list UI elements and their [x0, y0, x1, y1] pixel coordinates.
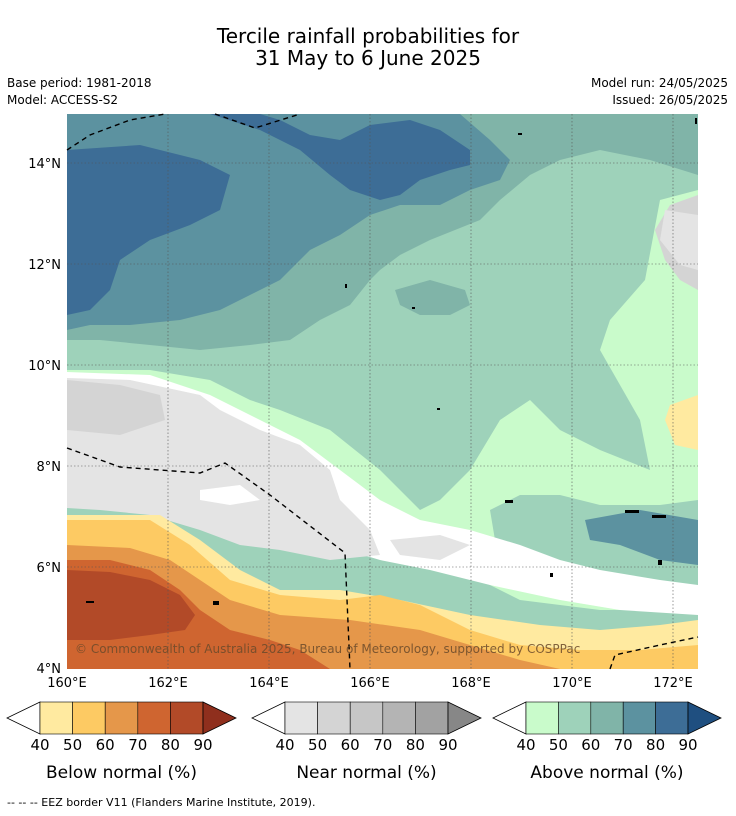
lat-label: 8°N — [37, 460, 62, 475]
colorbar-max-arrow — [202, 701, 237, 735]
colorbar-tick-label: 70 — [128, 736, 147, 754]
colorbar-swatch — [317, 701, 351, 735]
colorbar-tick-label: 40 — [30, 736, 49, 754]
colorbar-swatch — [590, 701, 624, 735]
lon-label: 160°E — [47, 676, 87, 691]
colorbar-min-arrow — [492, 701, 527, 735]
colorbar-tick-label: 80 — [646, 736, 665, 754]
longitude-labels: 160°E 162°E 164°E 166°E 168°E 170°E 172°… — [47, 676, 693, 691]
model-run: Model run: 24/05/2025 — [590, 76, 728, 90]
colorbar-tick-label: 60 — [581, 736, 600, 754]
copyright-text: © Commonwealth of Australia 2025, Bureau… — [75, 642, 580, 656]
colorbar-tick-label: 40 — [275, 736, 294, 754]
colorbar-tick-label: 80 — [406, 736, 425, 754]
colorbar-below-normal: 40 50 60 70 80 90 Below normal (%) — [6, 701, 237, 783]
colorbar-tick-label: 50 — [549, 736, 568, 754]
colorbar-tick-label: 90 — [438, 736, 457, 754]
above-70-southeast — [585, 510, 698, 565]
colorbar-max-arrow — [687, 701, 722, 735]
below-80-region — [67, 570, 195, 640]
colorbar-tick-label: 50 — [308, 736, 327, 754]
colorbar-swatch — [104, 701, 139, 735]
above-80-north — [67, 114, 470, 200]
lat-label: 14°N — [28, 157, 61, 172]
latitude-labels: 14°N 12°N 10°N 8°N 6°N 4°N — [28, 157, 61, 677]
colorbar-tick-label: 70 — [373, 736, 392, 754]
graticule — [67, 114, 698, 669]
colorbar-title: Above normal (%) — [530, 763, 683, 783]
colorbar-swatch — [415, 701, 449, 735]
lon-label: 172°E — [653, 676, 693, 691]
colorbar-swatch — [622, 701, 656, 735]
issued-date: Issued: 26/05/2025 — [612, 93, 728, 107]
map-title-line2: 31 May to 6 June 2025 — [255, 46, 481, 70]
colorbar-swatch — [382, 701, 416, 735]
colorbar-swatch — [349, 701, 384, 735]
lat-label: 10°N — [28, 359, 61, 374]
colorbar-tick-label: 70 — [614, 736, 633, 754]
above-60-patch — [395, 280, 470, 315]
colorbar-tick-label: 60 — [96, 736, 115, 754]
colorbar-max-arrow — [447, 701, 482, 735]
lon-label: 164°E — [249, 676, 289, 691]
eez-footnote: -- -- -- EEZ border V11 (Flanders Marine… — [7, 796, 316, 809]
colorbar-tick-label: 90 — [678, 736, 697, 754]
colorbar-swatch — [170, 701, 204, 735]
near-50-region — [67, 380, 165, 435]
colorbar-tick-label: 50 — [63, 736, 82, 754]
probability-field — [67, 114, 698, 669]
base-period: Base period: 1981-2018 — [7, 76, 152, 90]
colorbar-tick-label: 90 — [193, 736, 212, 754]
above-80-west — [67, 145, 230, 315]
colorbar-swatch — [72, 701, 106, 735]
colorbar-swatch — [655, 701, 689, 735]
model-name: Model: ACCESS-S2 — [7, 93, 119, 107]
colorbar-swatch — [284, 701, 318, 735]
map-title-line1: Tercile rainfall probabilities for — [216, 24, 520, 48]
colorbar-min-arrow — [6, 701, 41, 735]
colorbar-tick-label: 60 — [341, 736, 360, 754]
lon-label: 166°E — [350, 676, 390, 691]
colorbar-swatch — [39, 701, 73, 735]
lat-label: 4°N — [37, 662, 62, 677]
near-40-patch — [390, 535, 470, 560]
colorbar-title: Near normal (%) — [296, 763, 436, 783]
colorbar-tick-label: 80 — [161, 736, 180, 754]
colorbar-swatch — [137, 701, 171, 735]
near-40-east — [660, 210, 698, 270]
islands — [86, 118, 697, 605]
colorbar-title: Below normal (%) — [46, 763, 197, 783]
near-gap — [200, 485, 260, 505]
lon-label: 162°E — [148, 676, 188, 691]
colorbar-tick-label: 40 — [516, 736, 535, 754]
colorbar-swatch — [558, 701, 592, 735]
lat-label: 12°N — [28, 258, 61, 273]
lon-label: 168°E — [451, 676, 491, 691]
lat-label: 6°N — [37, 561, 62, 576]
colorbar-min-arrow — [251, 701, 286, 735]
colorbar-above-normal: 40 50 60 70 80 90 Above normal (%) — [492, 701, 722, 783]
lon-label: 170°E — [552, 676, 592, 691]
eez-borders — [66, 113, 699, 670]
colorbar-swatch — [525, 701, 559, 735]
